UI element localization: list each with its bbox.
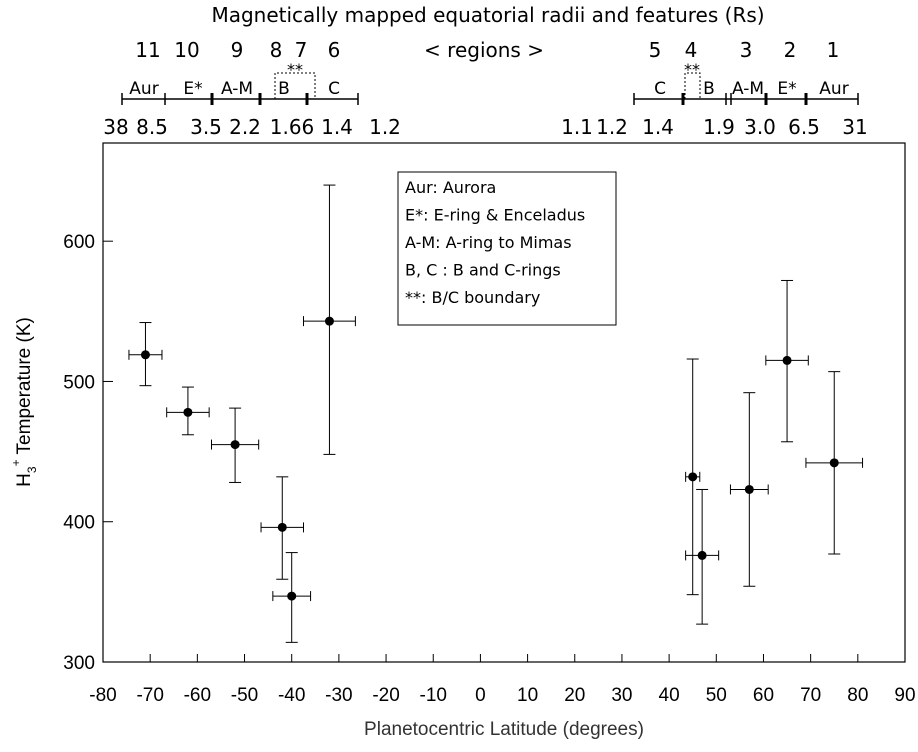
radius-label: 38 [103,115,128,139]
feature-label: A-M [221,79,253,99]
point [140,350,150,360]
x-tick-label: -60 [184,685,211,706]
x-tick-label: 30 [611,685,632,706]
x-tick-label: -10 [420,685,447,706]
point [744,484,754,494]
y-label-sub: 3 [25,466,39,473]
boundary-marker: ** [287,60,303,79]
feature-label: B [703,79,715,99]
radius-label: 1.2 [369,115,401,139]
top-title: Magnetically mapped equatorial radii and… [211,3,764,27]
feature-label: E* [183,79,202,99]
region-number: 6 [328,38,341,62]
radius-label: 1.66 [270,115,315,139]
boundary-marker: ** [684,60,700,79]
x-tick-label: 90 [894,685,915,706]
radius-label: 31 [842,115,867,139]
point [697,550,707,560]
region-number: 2 [784,38,797,62]
regions-label: < regions > [424,38,544,62]
feature-label: C [654,79,666,99]
region-number: 9 [231,38,244,62]
radius-label: 1.4 [321,115,353,139]
radius-label: 6.5 [788,115,820,139]
x-tick-label: 70 [800,685,821,706]
legend-line: E*: E-ring & Enceladus [405,206,585,225]
x-tick-label: -70 [136,685,163,706]
x-tick-label: 60 [753,685,774,706]
y-label-base: H [14,473,35,487]
y-tick-label: 500 [63,372,95,393]
feature-bars [121,72,859,105]
y-label-sup: + [9,459,23,466]
radius-label: 1.4 [642,115,674,139]
legend-line: Aur: Aurora [405,178,496,197]
x-tick-label: 20 [564,685,585,706]
x-tick-label: 50 [706,685,727,706]
x-tick-label: -20 [372,685,399,706]
legend-line: **: B/C boundary [405,288,540,307]
y-label-rest: Temperature (K) [14,317,35,459]
x-tick-label: -50 [231,685,258,706]
region-number: 1 [827,38,840,62]
point [324,316,334,326]
y-tick-label: 400 [63,513,95,534]
feature-label: B [278,79,290,99]
x-tick-label: 0 [475,685,486,706]
radius-label: 8.5 [136,115,168,139]
point [782,355,792,365]
legend-box [397,171,617,326]
x-tick-label: -80 [89,685,116,706]
radius-label: 3.0 [744,115,776,139]
radius-label: 2.2 [229,115,261,139]
plot-frame [102,142,906,663]
point [287,591,297,601]
feature-label: E* [777,79,796,99]
radius-label: 1.2 [596,115,628,139]
region-number: 4 [685,38,698,62]
point [183,407,193,417]
x-tick-label: -40 [278,685,305,706]
x-tick-label: 10 [517,685,538,706]
point [829,458,839,468]
region-number: 7 [295,38,308,62]
region-number: 3 [740,38,753,62]
radius-label: 1.1 [561,115,593,139]
y-axis-label: H3+ Temperature (K) [9,317,39,487]
y-tick-label: 300 [63,653,95,674]
x-tick-label: 80 [847,685,868,706]
radius-label: 3.5 [190,115,222,139]
region-number: 11 [135,38,160,62]
x-tick-label: -30 [325,685,352,706]
feature-label: A-M [732,79,764,99]
radius-label: 1.9 [703,115,735,139]
point [688,472,698,482]
x-axis-label: Planetocentric Latitude (degrees) [364,719,644,740]
legend-line: A-M: A-ring to Mimas [405,233,572,252]
point [230,440,240,450]
feature-label: C [328,79,340,99]
point [277,522,287,532]
legend-line: B, C : B and C-rings [405,261,561,280]
y-tick-label: 600 [63,232,95,253]
region-number: 5 [649,38,662,62]
region-number: 8 [270,38,283,62]
feature-label: Aur [819,79,848,99]
region-number: 10 [174,38,199,62]
feature-label: Aur [129,79,158,99]
x-tick-label: 40 [659,685,680,706]
